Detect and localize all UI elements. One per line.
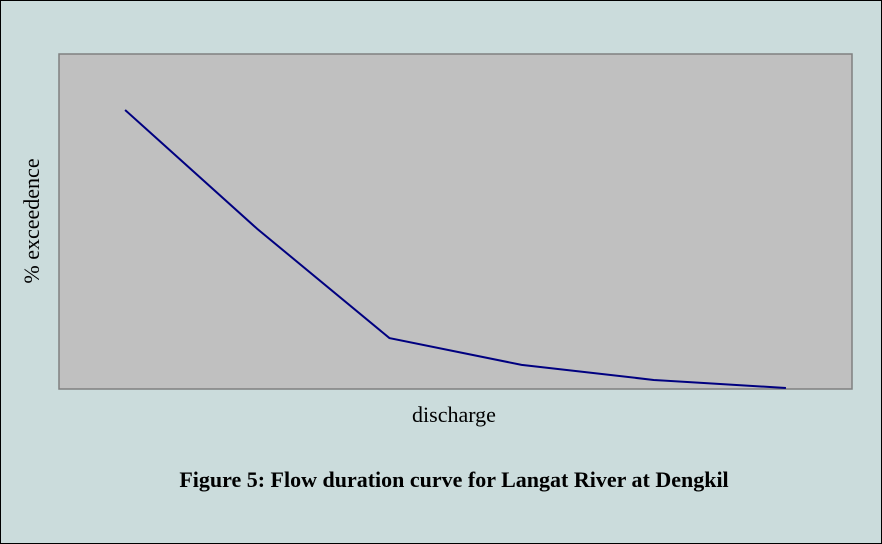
plot-area [58,53,853,390]
x-axis-label: discharge [412,402,496,427]
figure-caption: Figure 5: Flow duration curve for Langat… [179,467,729,492]
data-line [124,109,786,389]
y-axis-label: % exceedence [19,158,44,283]
